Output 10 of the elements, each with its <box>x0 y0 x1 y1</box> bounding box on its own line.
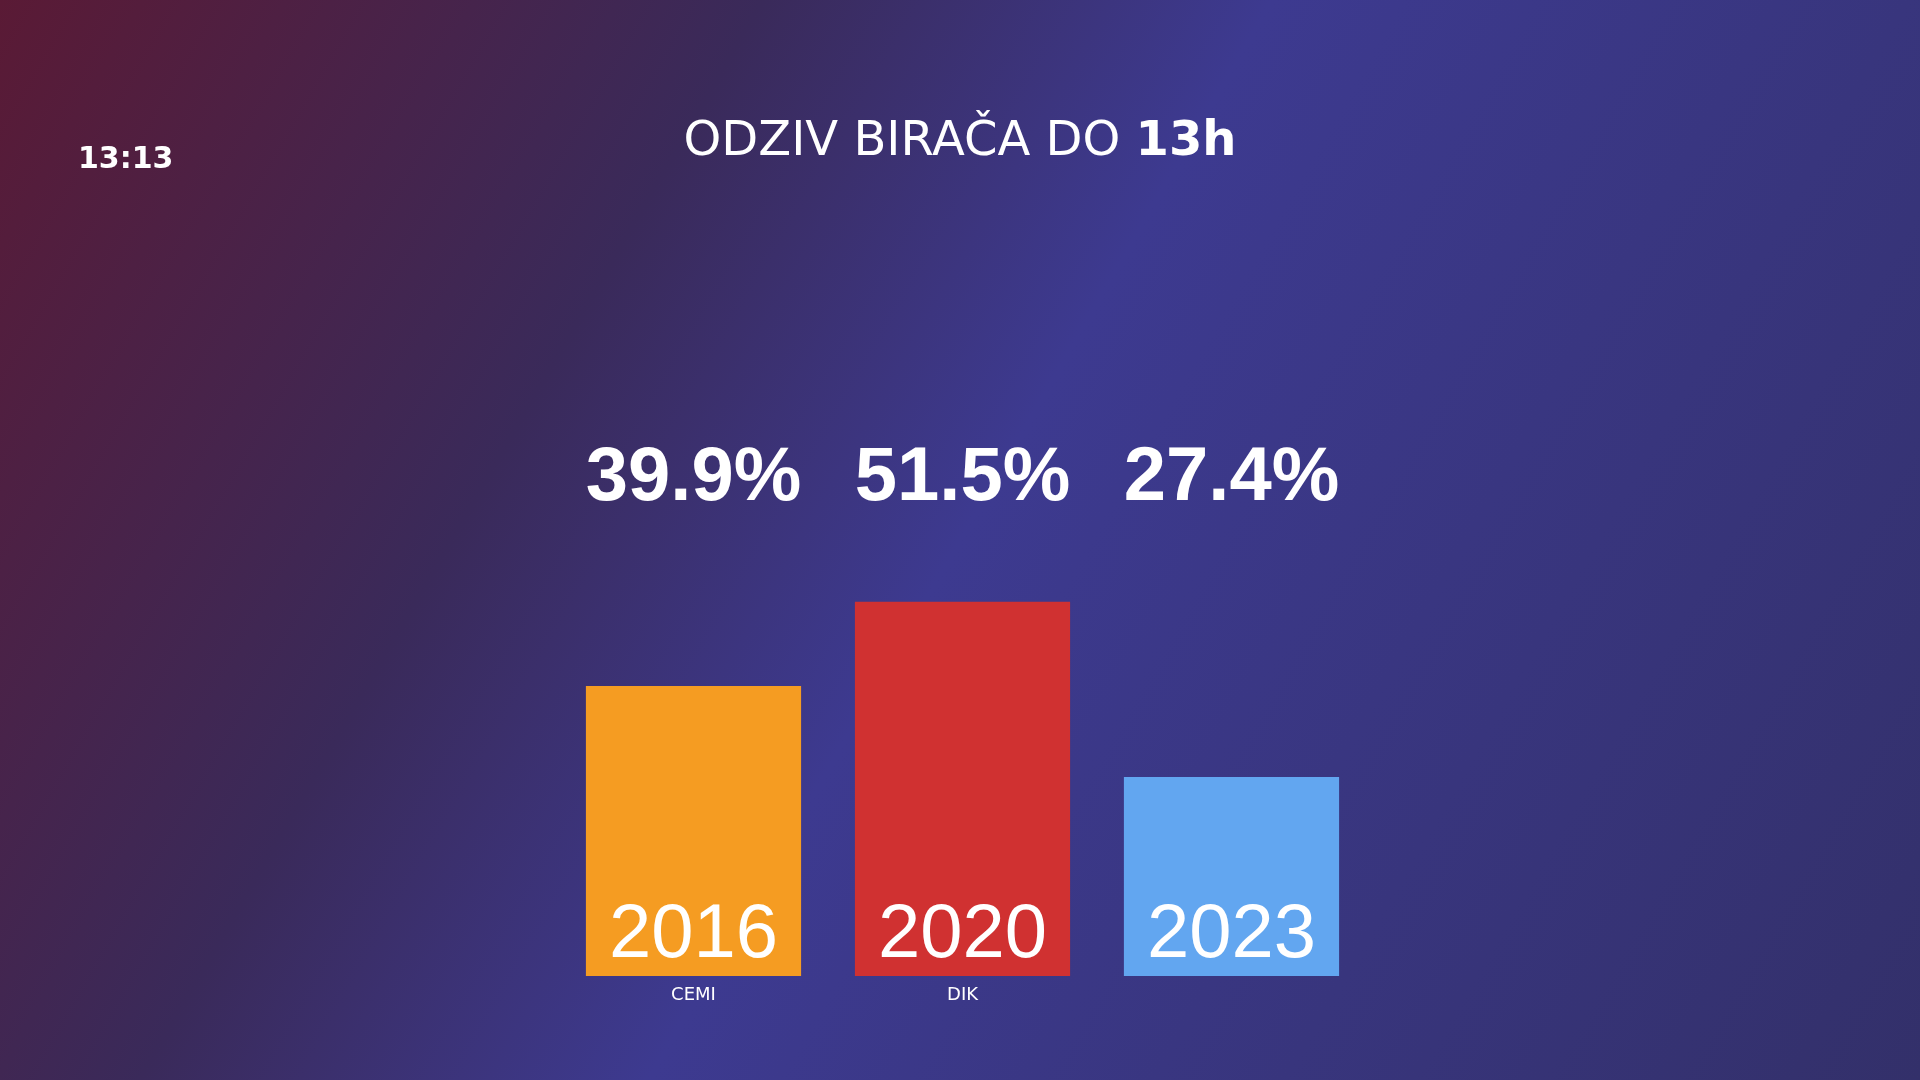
text: 13:13 <box>78 140 174 175</box>
text: CEMI <box>671 982 716 1004</box>
x-tick-label: 2023 <box>1146 887 1317 973</box>
text: DIK <box>947 982 980 1004</box>
data-label: 51.5% <box>854 431 1071 516</box>
data-label: 39.9% <box>585 431 802 516</box>
chart-title: ODZIV BIRAČA DO 13h <box>683 110 1237 166</box>
data-label: 27.4% <box>1123 431 1340 516</box>
x-tick-label: 2016 <box>608 887 779 973</box>
x-tick-label: 2020 <box>877 887 1048 973</box>
